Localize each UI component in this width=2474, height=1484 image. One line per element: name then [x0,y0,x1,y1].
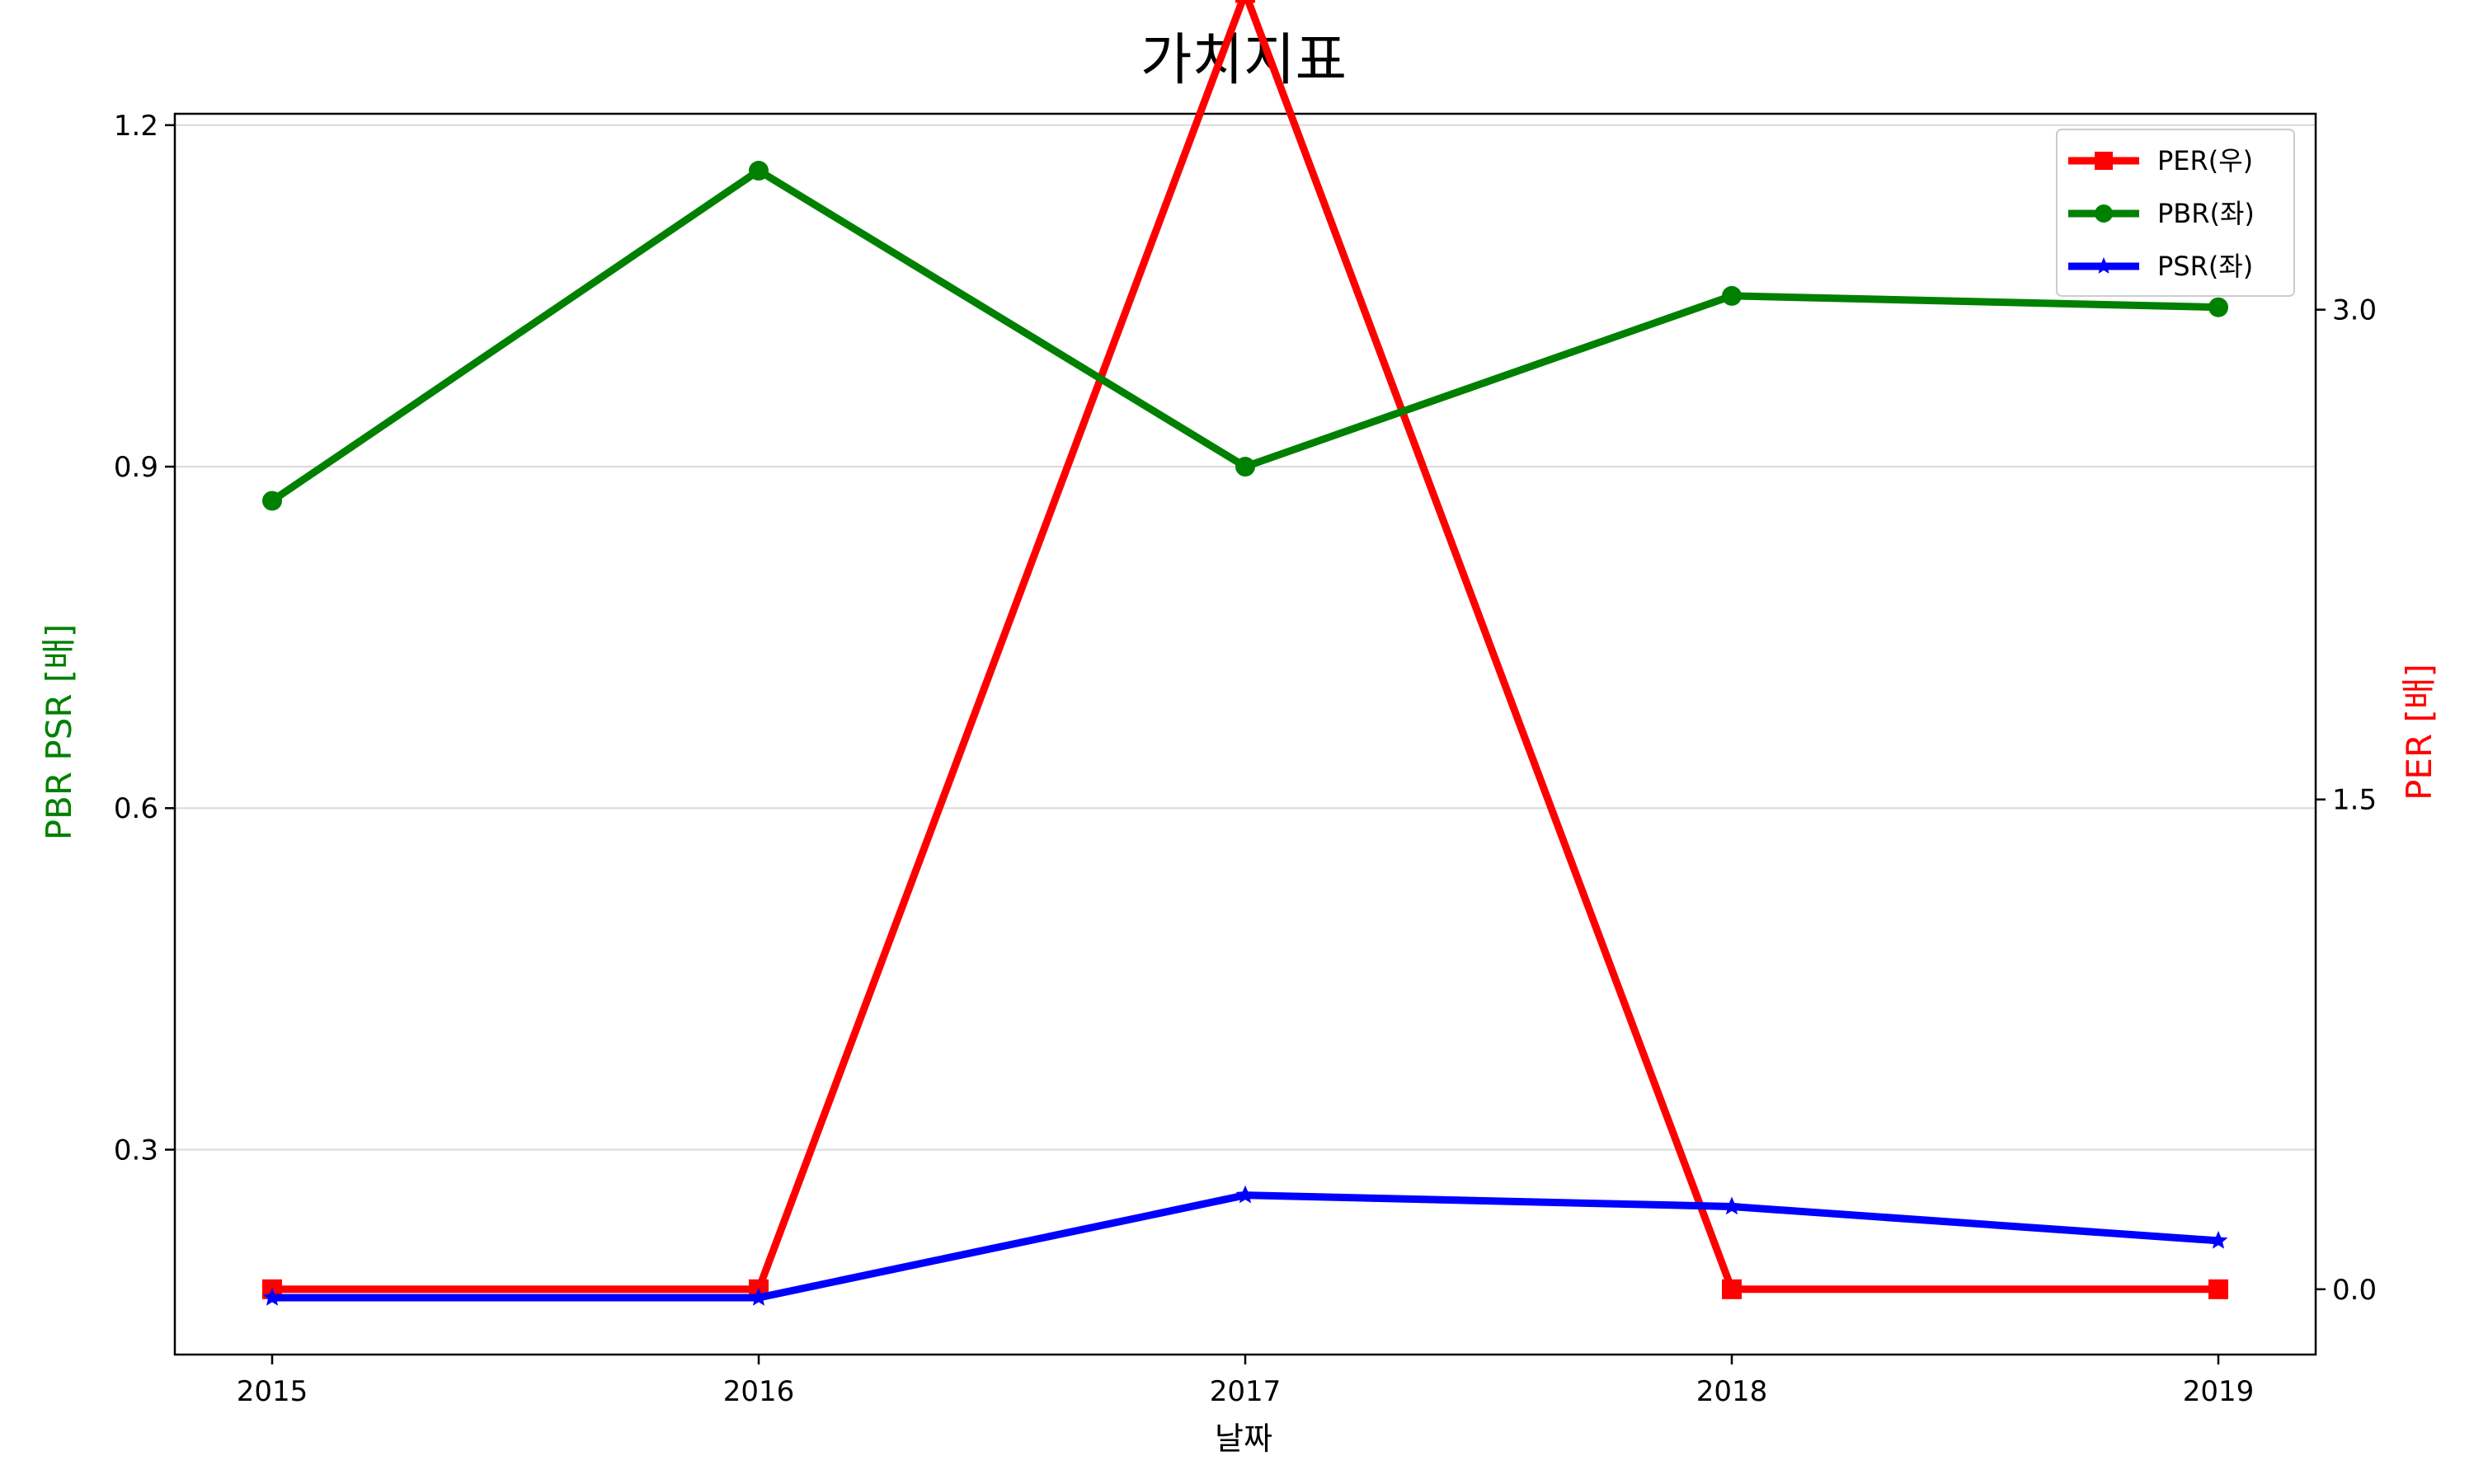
right-y-axis-ticks: 0.0 1.5 3.0 [2316,294,2377,1307]
legend-box [2056,129,2295,297]
legend-label-pbr: PBR(좌) [2157,198,2255,229]
data-point-per [2208,1279,2228,1299]
legend-item-psr: PSR(좌) [2068,251,2253,282]
legend-marker-per [2095,152,2113,170]
chart-title: 가치지표 [1141,28,1347,93]
series-psr [262,1185,2228,1306]
left-tick-label: 0.9 [114,451,158,484]
x-tick-label: 2018 [1696,1375,1768,1408]
right-tick-label: 0.0 [2332,1274,2377,1307]
data-point-pbr [749,161,769,181]
x-tick-label: 2015 [237,1375,308,1408]
series-line-pbr [270,167,2219,505]
left-tick-label: 0.6 [114,792,158,825]
data-point-psr [1235,1185,1255,1204]
left-tick-label: 0.3 [114,1134,158,1167]
data-point-psr [262,1288,282,1306]
x-axis-ticks: 2015 2016 2017 2018 2019 [237,1355,2255,1408]
data-point-pbr [2208,297,2228,317]
x-tick-label: 2019 [2183,1375,2255,1408]
x-tick-label: 2017 [1210,1375,1282,1408]
series-per [262,0,2228,1299]
grid-lines [175,124,2316,1151]
data-point-psr [2208,1230,2228,1249]
data-point-psr [1722,1196,1742,1215]
data-point-per [1235,0,1255,3]
data-point-pbr [1235,457,1255,477]
legend: PER(우) PBR(좌) PSR(좌) [2056,129,2295,297]
legend-item-pbr: PBR(좌) [2068,198,2255,229]
left-tick-label: 1.2 [114,110,158,143]
legend-label-per: PER(우) [2157,145,2253,176]
data-point-pbr [1722,285,1742,306]
data-point-psr [749,1288,769,1306]
left-y-axis-ticks: 0.3 0.6 0.9 1.2 [114,110,175,1167]
legend-marker-pbr [2095,204,2113,223]
x-tick-label: 2016 [723,1375,795,1408]
data-point-per [1722,1279,1742,1299]
legend-item-per: PER(우) [2068,145,2253,176]
legend-marker-psr [2095,257,2113,274]
series-layer [262,0,2228,1306]
right-tick-label: 3.0 [2332,294,2377,327]
series-pbr [262,161,2228,511]
right-y-axis-label: PER [배] [2399,664,2439,801]
data-point-pbr [262,491,282,511]
x-axis-label: 날짜 [1215,1421,1272,1457]
left-y-axis-label: PBR PSR [배] [39,624,79,841]
right-tick-label: 1.5 [2332,784,2377,817]
series-line-per [272,0,2218,1294]
legend-label-psr: PSR(좌) [2157,251,2253,282]
series-line-psr [272,1191,2219,1302]
